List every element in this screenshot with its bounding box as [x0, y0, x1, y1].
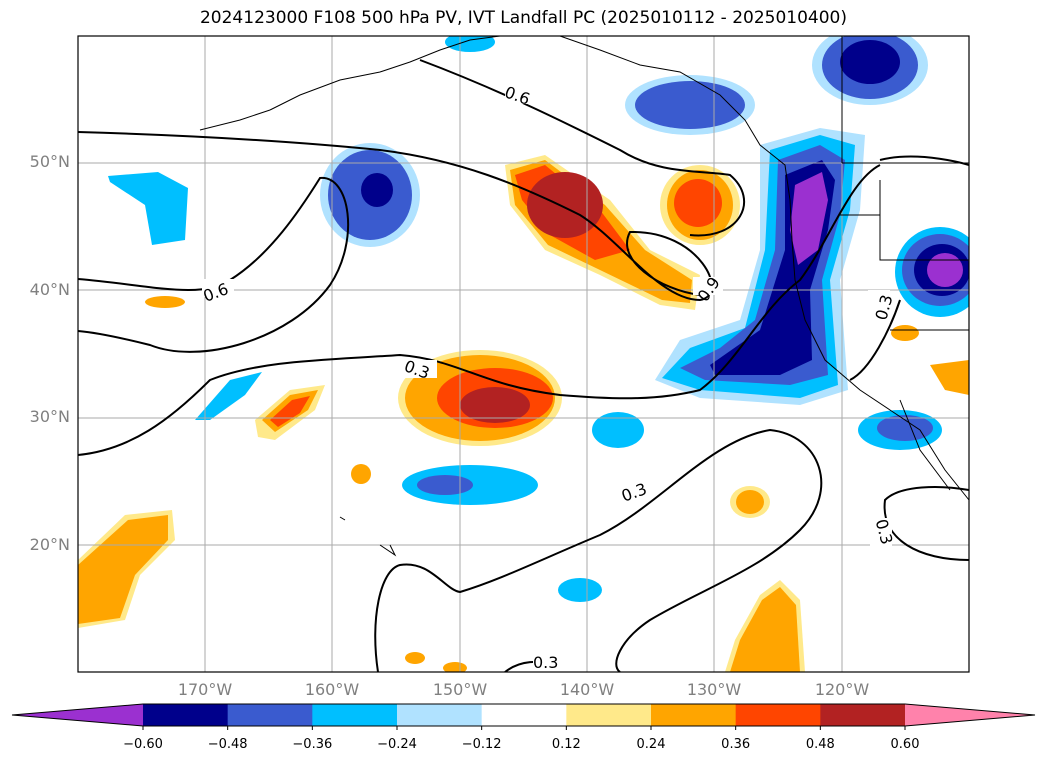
colorbar-tick-label: −0.60	[123, 737, 163, 752]
anomaly-fills	[78, 36, 969, 672]
colorbar-tick-label: −0.48	[207, 737, 248, 752]
colorbar-tick-label: −0.12	[461, 737, 502, 752]
map-frame	[77, 35, 970, 673]
colorbar-extend-low	[12, 704, 143, 726]
colorbar-tick-label: 0.60	[890, 737, 920, 752]
colorbar-bin	[227, 704, 313, 726]
lon-label-170w: 170°W	[177, 680, 233, 699]
colorbar-tick-label: 0.12	[551, 737, 581, 752]
colorbar-tick-label: 0.36	[721, 737, 751, 752]
colorbar-bin	[651, 704, 737, 726]
colorbar-bin	[143, 704, 229, 726]
colorbar-bin	[481, 704, 567, 726]
contour-label-03-bottom: 0.3	[533, 653, 558, 672]
coastlines	[199, 36, 969, 557]
colorbar-tick-label: −0.24	[377, 737, 417, 752]
colorbar-tick-label: 0.48	[805, 737, 835, 752]
map-title: 2024123000 F108 500 hPa PV, IVT Landfall…	[199, 8, 847, 28]
colorbar-bin	[820, 704, 906, 726]
lat-label-30: 30°N	[29, 407, 70, 426]
colorbar-bin	[735, 704, 821, 726]
lon-label-130w: 130°W	[686, 680, 742, 699]
pv-contours	[78, 59, 969, 672]
lat-label-20: 20°N	[29, 535, 70, 554]
lon-label-120w: 120°W	[814, 680, 870, 699]
colorbar-tick-label: 0.24	[636, 737, 666, 752]
colorbar-bin	[312, 704, 398, 726]
graticule	[78, 36, 969, 672]
lon-label-150w: 150°W	[432, 680, 488, 699]
lon-label-160w: 160°W	[304, 680, 360, 699]
colorbar-tick-label: −0.36	[292, 737, 333, 752]
colorbar-bin	[566, 704, 652, 726]
colorbar-bin	[397, 704, 483, 726]
lat-label-50: 50°N	[29, 152, 70, 171]
colorbar-extend-high	[905, 704, 1035, 726]
lon-label-140w: 140°W	[559, 680, 615, 699]
contour-labels: 0.6 0.6 0.9 0.3 0.3 0.3 0.3 0.3	[201, 82, 897, 672]
colorbar	[11, 703, 1036, 730]
lat-label-40: 40°N	[29, 280, 70, 299]
